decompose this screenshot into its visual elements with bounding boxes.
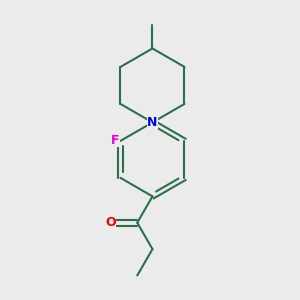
- Text: F: F: [110, 134, 119, 146]
- Text: N: N: [147, 116, 158, 129]
- Text: O: O: [105, 216, 116, 229]
